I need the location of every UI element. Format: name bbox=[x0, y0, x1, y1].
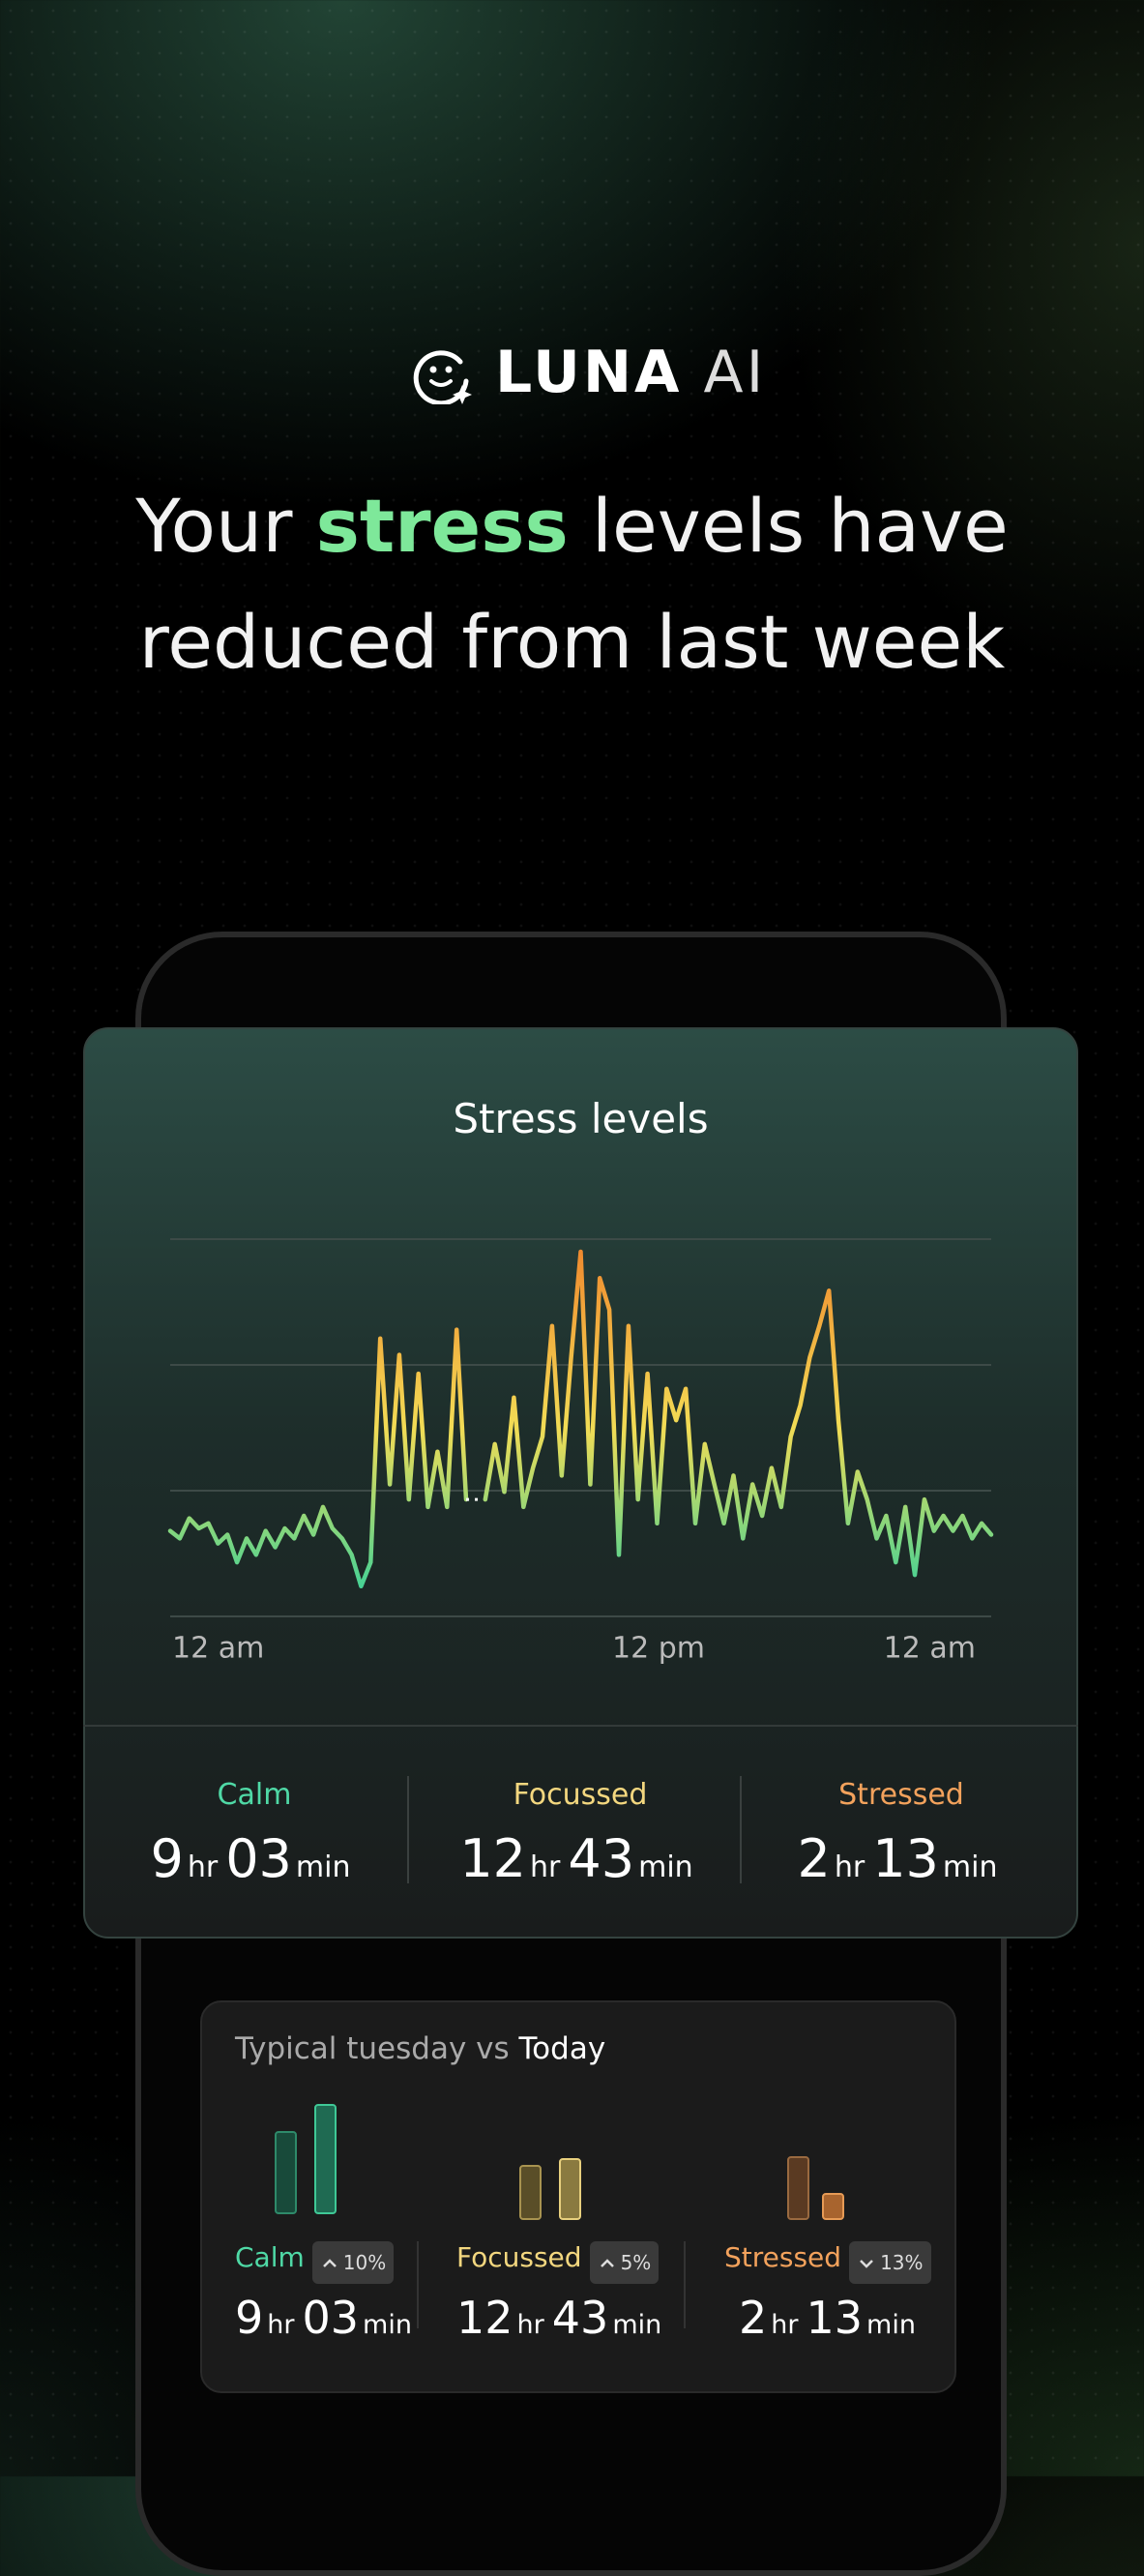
comparison-divider bbox=[684, 2241, 686, 2328]
headline-line-2: reduced from last week bbox=[138, 599, 1006, 685]
stat-label: Calm bbox=[217, 1778, 292, 1812]
stat-divider bbox=[740, 1776, 742, 1883]
unit: hr bbox=[834, 1851, 865, 1884]
stat-value: 9 hr 03 min bbox=[95, 1828, 414, 1889]
headline-highlight: stress bbox=[315, 483, 569, 569]
x-tick-label: 12 am bbox=[172, 1632, 264, 1666]
card-title: Stress levels bbox=[453, 1095, 709, 1142]
minutes: 13 bbox=[806, 2291, 864, 2344]
stat-value: 12 hr 43 min bbox=[421, 1828, 740, 1889]
hours: 2 bbox=[739, 2291, 768, 2344]
change-value: 10% bbox=[342, 2250, 387, 2274]
change-badge: 5% bbox=[589, 2240, 660, 2284]
headline: Your stress levels have reduced from las… bbox=[0, 468, 1144, 700]
comparison-label-row: Focussed 5% bbox=[456, 2238, 669, 2284]
bar-today bbox=[314, 2104, 337, 2214]
minutes: 03 bbox=[225, 1828, 292, 1889]
comparison-label: Focussed bbox=[456, 2241, 582, 2273]
chevron bbox=[600, 2258, 614, 2267]
comparison-item: Stressed 13% 2 hr 13 min bbox=[724, 2238, 931, 2344]
hours: 12 bbox=[459, 1828, 527, 1889]
unit: hr bbox=[267, 2309, 295, 2340]
minutes: 03 bbox=[302, 2291, 360, 2344]
bar-typical bbox=[787, 2156, 809, 2220]
x-tick-label: 12 am bbox=[884, 1632, 976, 1666]
bar-typical bbox=[275, 2131, 297, 2214]
hours: 2 bbox=[797, 1828, 831, 1889]
stat-divider bbox=[407, 1776, 409, 1883]
minutes: 43 bbox=[568, 1828, 635, 1889]
chevron bbox=[860, 2259, 873, 2268]
minutes: 43 bbox=[551, 2291, 609, 2344]
stat-label: Stressed bbox=[838, 1778, 964, 1812]
change-value: 5% bbox=[620, 2250, 652, 2274]
unit: hr bbox=[187, 1851, 219, 1884]
minutes: 13 bbox=[872, 1828, 939, 1889]
hours: 9 bbox=[150, 1828, 184, 1889]
hours: 9 bbox=[235, 2291, 264, 2344]
chevron bbox=[322, 2258, 337, 2267]
comparison-title: Typical tuesday vs Today bbox=[235, 2031, 605, 2066]
stress-line bbox=[483, 1249, 994, 1578]
comparison-label: Calm bbox=[235, 2241, 305, 2273]
unit: hr bbox=[771, 2309, 799, 2340]
stress-card bbox=[83, 1027, 1078, 1939]
change-badge: 10% bbox=[311, 2240, 395, 2284]
change-value: 13% bbox=[880, 2250, 924, 2274]
comparison-value: 9 hr 03 min bbox=[235, 2292, 420, 2344]
headline-line-1: Your stress levels have bbox=[0, 468, 1144, 584]
comparison-item: Calm 10% 9 hr 03 min bbox=[235, 2238, 420, 2344]
stat: Focussed 12 hr 43 min bbox=[421, 1776, 740, 1889]
bar-today bbox=[822, 2193, 844, 2220]
stat-value: 2 hr 13 min bbox=[742, 1828, 1061, 1889]
bar-typical bbox=[519, 2165, 542, 2220]
stat: Calm 9 hr 03 min bbox=[95, 1776, 414, 1889]
x-tick-label: 12 pm bbox=[612, 1632, 705, 1666]
logo-icon bbox=[413, 350, 472, 404]
brand: LUNA AI bbox=[495, 339, 766, 406]
stat: Stressed 2 hr 13 min bbox=[742, 1776, 1061, 1889]
comparison-divider bbox=[417, 2241, 419, 2328]
unit: min bbox=[612, 2309, 662, 2340]
change-badge: 13% bbox=[849, 2240, 931, 2284]
bar-today bbox=[559, 2158, 581, 2220]
comparison-label: Stressed bbox=[724, 2241, 842, 2273]
brand-suffix: AI bbox=[703, 339, 767, 406]
divider bbox=[83, 1725, 1078, 1727]
brand-name: LUNA bbox=[495, 339, 683, 406]
unit: hr bbox=[516, 2309, 544, 2340]
unit: min bbox=[295, 1851, 351, 1884]
unit: min bbox=[942, 1851, 998, 1884]
stat-label: Focussed bbox=[513, 1778, 648, 1812]
hours: 12 bbox=[456, 2291, 513, 2344]
stress-chart: 12 am 12 pm 12 am bbox=[167, 1238, 994, 1666]
comparison-item: Focussed 5% 12 hr 43 min bbox=[456, 2238, 669, 2344]
headline-text: levels have bbox=[568, 483, 1009, 569]
comparison-value: 2 hr 13 min bbox=[739, 2292, 931, 2344]
unit: hr bbox=[530, 1851, 561, 1884]
unit: min bbox=[638, 1851, 693, 1884]
unit: min bbox=[866, 2309, 916, 2340]
comparison-title-highlight: Today bbox=[518, 2031, 606, 2066]
comparison-label-row: Calm 10% bbox=[235, 2238, 420, 2284]
comparison-title-prefix: Typical tuesday vs bbox=[235, 2031, 519, 2066]
comparison-label-row: Stressed 13% bbox=[724, 2238, 931, 2284]
headline-text: Your bbox=[135, 483, 316, 569]
unit: min bbox=[363, 2309, 412, 2340]
comparison-value: 12 hr 43 min bbox=[456, 2292, 669, 2344]
stress-line bbox=[167, 1327, 469, 1589]
